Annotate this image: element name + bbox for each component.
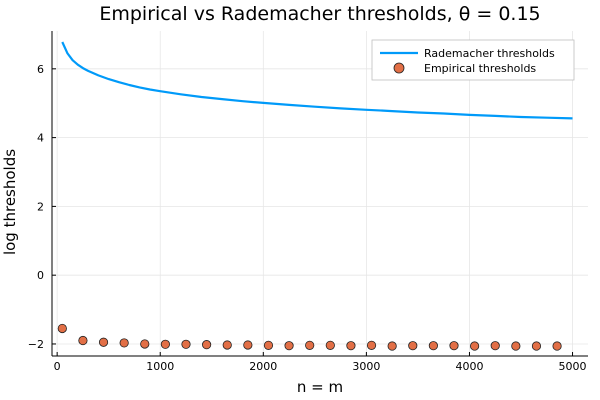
empirical-point-2 [98,337,109,347]
tick-labels: 0 1000 2000 3000 4000 5000 −2 0 2 4 6 [28,63,587,373]
x-tick-label-4: 4000 [455,360,483,373]
legend-marker-swatch [393,62,405,74]
empirical-point-22 [511,341,521,351]
legend-box [371,39,575,81]
empirical-point-7 [202,340,212,350]
empirical-point-15 [366,340,377,350]
series-line-rademacher [61,41,573,120]
empirical-point-24 [552,341,562,351]
empirical-point-16 [387,341,397,351]
legend-label-rademacher: Rademacher thresholds [424,47,555,60]
x-tick-label-0: 0 [54,360,61,373]
empirical-point-20 [470,341,480,351]
y-tick-label-2: 2 [37,200,44,213]
x-axis-title: n = m [297,378,343,396]
empirical-point-17 [408,341,418,351]
legend: Rademacher thresholds Empirical threshol… [371,39,575,81]
plot-area [57,41,573,351]
empirical-point-3 [119,338,129,348]
empirical-point-8 [222,340,232,350]
empirical-point-6 [181,339,191,349]
x-tick-label-1: 1000 [146,360,174,373]
y-axis-title: log thresholds [1,149,19,255]
empirical-point-12 [305,340,315,350]
legend-label-empirical: Empirical thresholds [424,62,536,75]
y-tick-label-1: 0 [37,269,44,282]
axes [51,31,588,357]
empirical-point-23 [531,341,542,351]
x-tick-label-3: 3000 [352,360,380,373]
empirical-point-21 [490,341,500,351]
empirical-point-13 [325,340,335,350]
empirical-point-11 [284,341,294,351]
empirical-point-18 [428,341,438,351]
empirical-point-19 [449,341,459,351]
empirical-point-10 [263,340,274,350]
x-tick-label-2: 2000 [249,360,277,373]
y-tick-label-0: −2 [28,338,44,351]
empirical-point-9 [243,340,253,350]
empirical-point-0 [57,323,67,334]
empirical-point-4 [140,339,150,349]
empirical-point-1 [78,335,88,346]
empirical-point-14 [346,341,356,351]
y-tick-label-4: 6 [37,63,44,76]
y-tick-label-3: 4 [37,132,44,145]
x-tick-label-5: 5000 [559,360,587,373]
chart-title: Empirical vs Rademacher thresholds, θ = … [99,3,540,25]
empirical-point-5 [160,339,170,349]
